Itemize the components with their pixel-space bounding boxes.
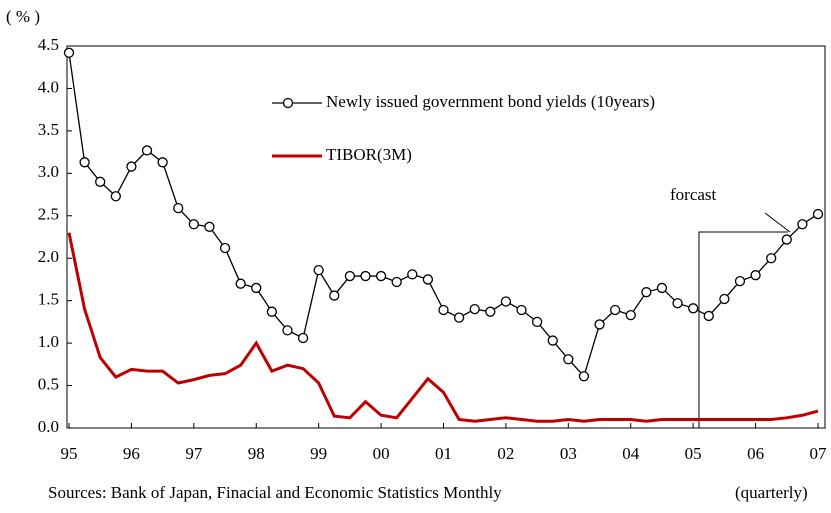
point [141, 145, 153, 156]
point [157, 157, 168, 168]
point [500, 296, 512, 307]
series-line [67, 232, 819, 423]
point [438, 304, 449, 316]
y-tick-label: 4.5 [38, 35, 59, 54]
forecast-box [698, 231, 788, 428]
point [375, 270, 387, 282]
point [797, 219, 808, 230]
point [95, 176, 106, 187]
point [672, 298, 683, 309]
point [578, 371, 590, 382]
y-tick-label: 0.5 [38, 374, 59, 393]
point [204, 221, 215, 232]
point [625, 309, 636, 321]
point [235, 278, 246, 289]
point [688, 303, 699, 314]
point [719, 293, 730, 305]
point [126, 161, 137, 172]
x-tick-label: 06 [747, 444, 764, 463]
source-note: Sources: Bank of Japan, Finacial and Eco… [48, 483, 502, 502]
x-tick-label: 97 [185, 444, 203, 463]
point [469, 304, 480, 315]
x-tick-label: 04 [622, 444, 640, 463]
point [329, 290, 340, 301]
y-tick-label: 3.5 [38, 120, 59, 139]
forecast-arrow [764, 212, 791, 233]
point [297, 332, 309, 344]
y-tick-label: 2.0 [38, 247, 59, 266]
point [766, 253, 777, 264]
point [609, 304, 621, 316]
point [781, 234, 792, 245]
point [63, 47, 75, 58]
x-tick-label: 95 [61, 444, 78, 463]
point [656, 282, 668, 294]
x-tick-label: 05 [685, 444, 702, 463]
y-tick-label: 1.5 [38, 290, 59, 309]
point [453, 312, 465, 323]
y-axis-label: ( % ) [6, 7, 40, 26]
point [344, 270, 356, 282]
point [531, 316, 543, 328]
x-tick-label: 02 [497, 444, 514, 463]
legend-label: TIBOR(3M) [326, 145, 412, 164]
point [360, 270, 371, 282]
x-tick-label: 01 [435, 444, 452, 463]
point [594, 319, 605, 330]
point [391, 276, 402, 288]
x-tick-label: 07 [810, 444, 828, 463]
point [173, 202, 184, 214]
point [407, 269, 418, 280]
y-tick-label: 1.0 [38, 332, 59, 351]
legend-marker [282, 97, 294, 109]
x-tick-label: 98 [248, 444, 265, 463]
legend-label: Newly issued government bond yields (10y… [326, 92, 655, 111]
point [188, 219, 199, 230]
point [219, 242, 231, 254]
point [422, 274, 434, 285]
annotation: forcast [670, 185, 717, 204]
point [812, 208, 824, 220]
plot-frame [66, 45, 826, 429]
point [313, 264, 324, 276]
x-tick-label: 00 [373, 444, 390, 463]
x-tick-label: 03 [560, 444, 577, 463]
point [266, 306, 278, 317]
y-tick-label: 3.0 [38, 162, 59, 181]
y-tick-label: 4.0 [38, 77, 59, 96]
point [641, 287, 652, 298]
point [563, 354, 574, 365]
point [251, 282, 262, 294]
point [282, 325, 293, 336]
point [516, 304, 527, 316]
point [79, 157, 90, 168]
point [485, 306, 496, 317]
point [703, 310, 714, 322]
y-tick-label: 0.0 [38, 417, 59, 436]
y-tick-label: 2.5 [38, 205, 59, 224]
point [547, 335, 558, 346]
point [734, 275, 746, 287]
x-tick-label: 96 [123, 444, 140, 463]
x-tick-label: 99 [310, 444, 327, 463]
point [110, 191, 121, 202]
point [750, 270, 761, 281]
frequency-note: (quarterly) [735, 483, 808, 502]
